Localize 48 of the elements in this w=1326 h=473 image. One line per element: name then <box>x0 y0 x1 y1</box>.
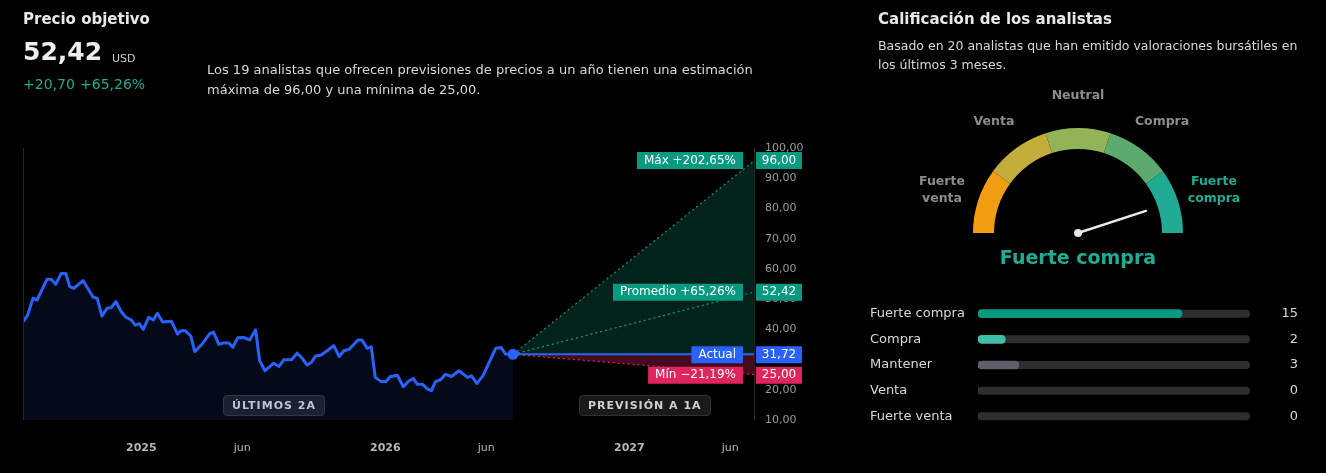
text: +20,70 <box>23 76 75 92</box>
chart-title: Precio objetivo <box>23 10 150 28</box>
chart-subtitle: Los 19 analistas que ofrecen previsiones de precios a un año tienen una estimación máxima de 96,00 y una mínima de 25,00. <box>207 61 754 99</box>
series-label: Mín −21,19% <box>655 367 736 382</box>
data-label: 15 <box>1281 305 1298 321</box>
data-label: 0 <box>1289 407 1298 423</box>
legend-label: Actual <box>698 346 736 361</box>
y-tick-label: 10,00 <box>765 412 797 426</box>
series-label: Promedio +65,26% <box>619 284 736 299</box>
annotation: PREVISIÓN A 1A <box>579 395 711 416</box>
slice-label: Venta <box>973 113 1015 129</box>
y-tick-label: Fuerte compra <box>870 305 965 321</box>
y-tick-label: 40,00 <box>765 322 797 336</box>
data-label: 96,00 <box>761 152 797 167</box>
y-tick-label: 20,00 <box>765 382 797 396</box>
x-tick-label: jun <box>232 441 251 455</box>
data-label: 31,72 <box>761 346 797 361</box>
data-label: 0 <box>1289 382 1298 398</box>
y-tick-label: Venta <box>870 382 908 398</box>
y-tick-label: 80,00 <box>765 201 797 215</box>
text: +65,26% <box>80 76 146 92</box>
data-label: 25,00 <box>761 367 797 382</box>
x-tick-label: jun <box>720 441 739 455</box>
slice-label: Compra <box>1134 113 1190 129</box>
y-tick-label: 90,00 <box>765 171 797 185</box>
y-tick-label: Compra <box>870 330 922 346</box>
legend-label: Máx +202,65% <box>643 152 736 167</box>
data-label: 3 <box>1289 356 1298 372</box>
x-tick-label: jun <box>476 441 495 455</box>
bar <box>978 360 1020 370</box>
y-tick-label: 100,00 <box>765 140 804 154</box>
x-tick-label: 2027 <box>614 441 645 455</box>
slice-label: Fuerte compra <box>1187 173 1241 206</box>
text: 52,42 <box>23 37 103 66</box>
x-tick-label: 2025 <box>126 441 157 455</box>
y-tick-label: Fuerte venta <box>870 407 953 423</box>
x-tick-label: 2026 <box>370 441 401 455</box>
y-tick-label: Mantener <box>870 356 933 372</box>
annotation: ÚLTIMOS 2A <box>223 395 325 416</box>
y-tick-label: 60,00 <box>765 261 797 275</box>
y-tick-label: 70,00 <box>765 231 797 245</box>
chart-subtitle: Basado en 20 analistas que han emitido valoraciones bursátiles en los últimos 3 meses. <box>878 37 1298 74</box>
slice-label: Neutral <box>1051 87 1105 103</box>
data-label: 52,42 <box>761 284 797 299</box>
text: USD <box>112 52 136 65</box>
chart-title: Calificación de los analistas <box>878 10 1112 28</box>
text: Fuerte compra <box>998 246 1158 268</box>
data-label: 2 <box>1289 330 1298 346</box>
